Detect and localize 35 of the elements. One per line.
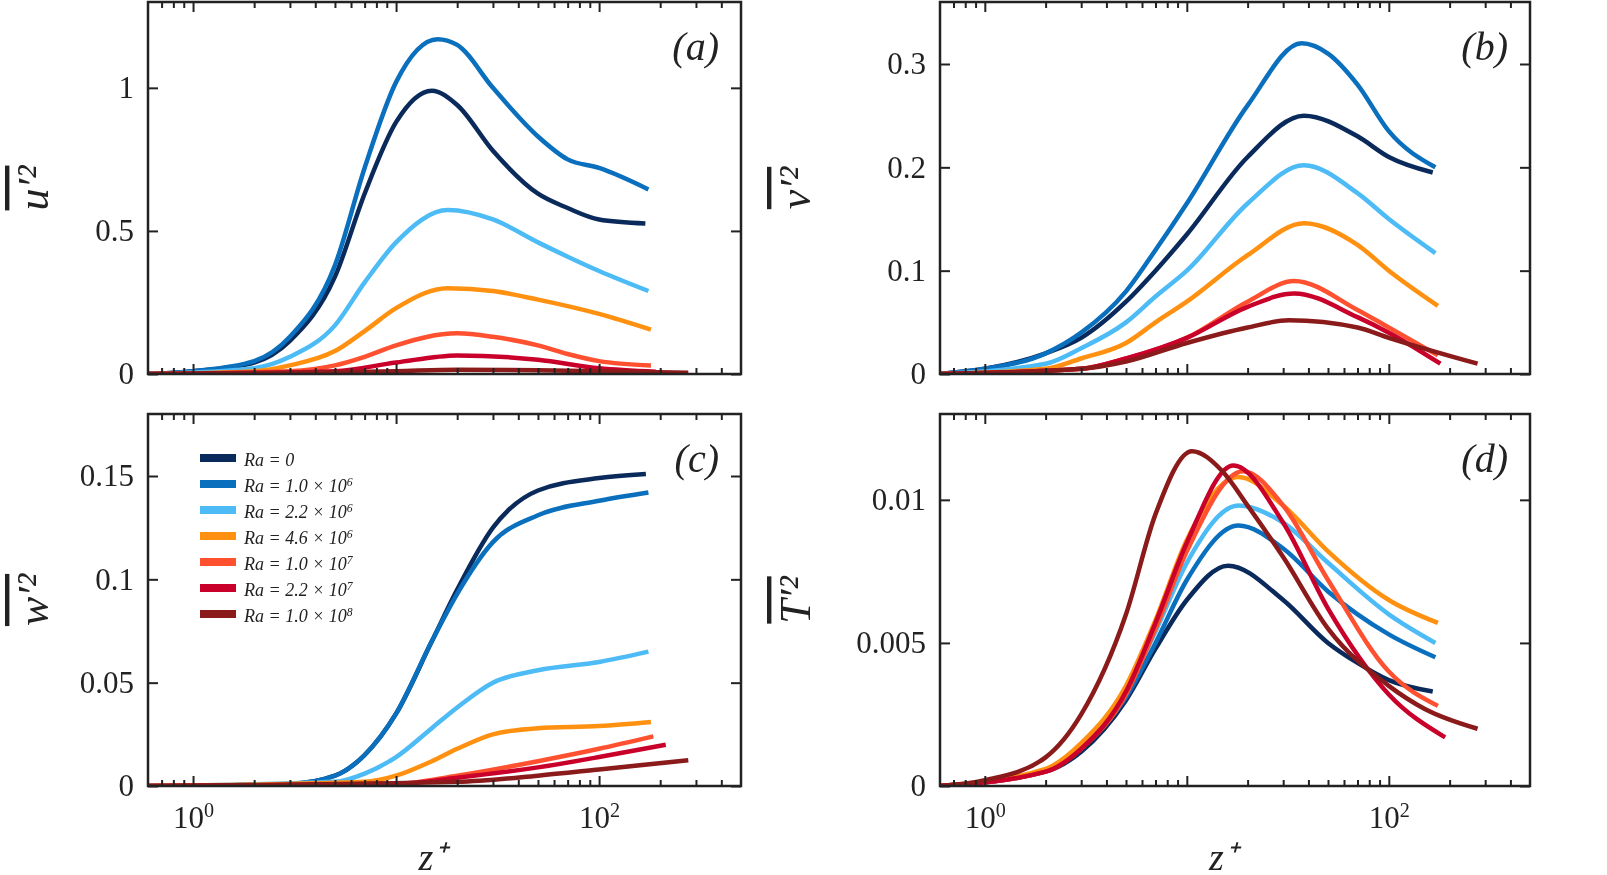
x-axis-title: z⁺ [417, 836, 452, 875]
legend-label: Ra = 2.2 × 10$^{6}$ [243, 501, 353, 522]
y-axis-title: u′² [9, 164, 58, 211]
x-axis-title: z⁺ [1208, 836, 1242, 875]
legend-label: Ra = 1.0 × 10$^{6}$ [243, 475, 353, 496]
legend-label: Ra = 0 [243, 450, 295, 470]
legend-label: Ra = 1.0 × 10$^{8}$ [243, 605, 353, 626]
y-tick-label: 0 [910, 768, 926, 804]
y-tick-label: 0.05 [79, 665, 134, 701]
annotation: (d) [1461, 436, 1508, 481]
annotation: (a) [672, 24, 719, 69]
y-tick-label: 0 [118, 768, 134, 804]
legend-label: Ra = 4.6 × 10$^{6}$ [243, 527, 353, 548]
y-tick-label: 1 [118, 70, 134, 106]
legend-label: Ra = 1.0 × 10$^{7}$ [243, 553, 354, 574]
y-axis-title: v′² [771, 166, 820, 210]
y-tick-label: 0.15 [79, 458, 134, 494]
x-tick-label: 10$^{0}$ [964, 798, 1006, 835]
y-tick-label: 0 [910, 356, 926, 392]
annotation: (b) [1461, 24, 1508, 69]
y-tick-label: 0.3 [887, 46, 926, 82]
y-tick-label: 0.2 [887, 149, 926, 185]
x-tick-label: 10$^{0}$ [173, 798, 215, 835]
y-axis-title: w′² [9, 573, 58, 627]
annotation: (c) [674, 436, 719, 481]
y-tick-label: 0.005 [856, 625, 926, 661]
legend-label: Ra = 2.2 × 10$^{7}$ [243, 579, 354, 600]
y-tick-label: 0.5 [95, 213, 134, 249]
y-tick-label: 0 [118, 356, 134, 392]
x-tick-label: 10$^{2}$ [1368, 798, 1410, 835]
x-tick-label: 10$^{2}$ [579, 798, 621, 835]
y-tick-label: 0.1 [887, 253, 926, 289]
y-tick-label: 0.01 [871, 482, 926, 518]
y-axis-title: T′² [771, 575, 820, 624]
y-tick-label: 0.1 [95, 561, 134, 597]
